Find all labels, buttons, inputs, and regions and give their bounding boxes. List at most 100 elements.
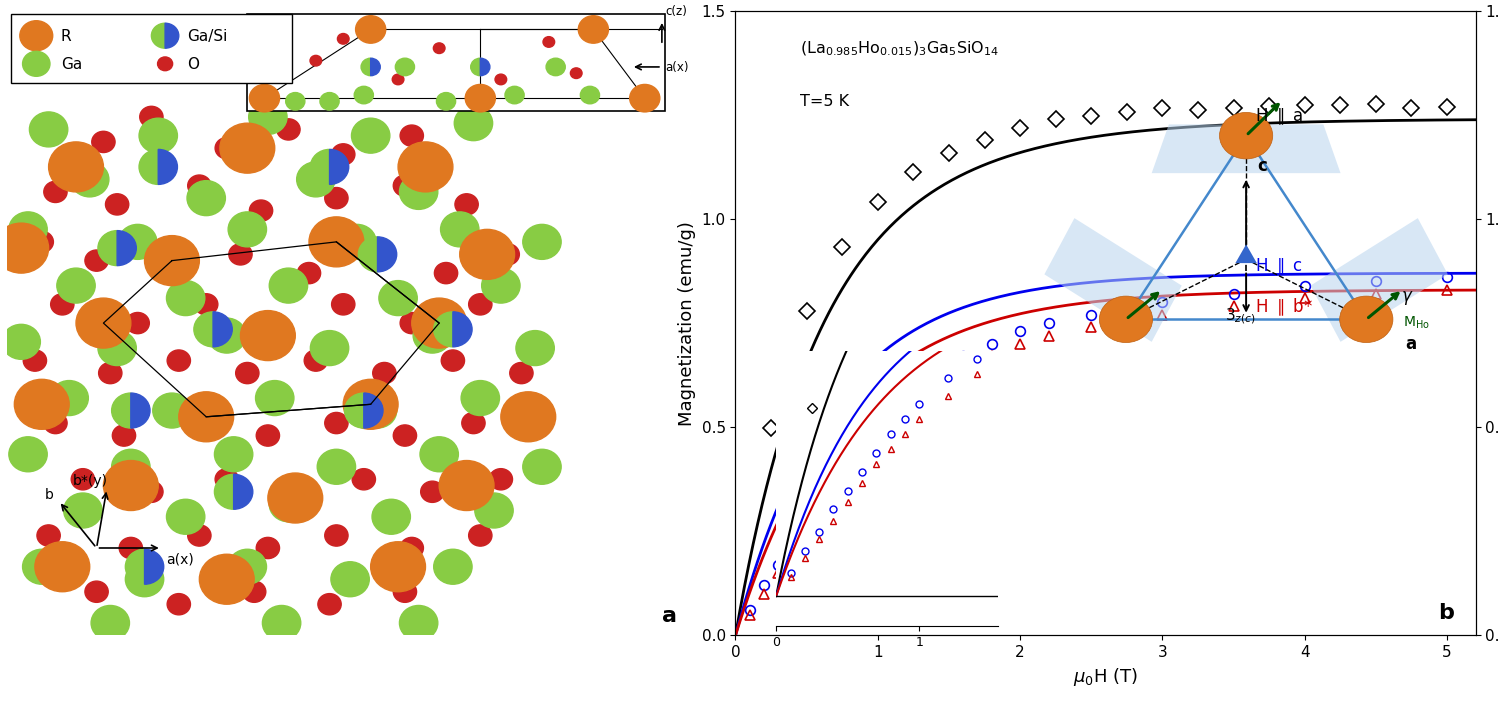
Wedge shape xyxy=(358,237,377,272)
Circle shape xyxy=(421,481,443,503)
Circle shape xyxy=(439,461,494,511)
Wedge shape xyxy=(370,59,380,76)
Circle shape xyxy=(168,263,190,283)
Circle shape xyxy=(1,324,40,359)
Circle shape xyxy=(286,93,306,110)
Circle shape xyxy=(30,231,54,253)
Circle shape xyxy=(355,16,386,44)
Circle shape xyxy=(64,493,102,528)
Circle shape xyxy=(195,293,217,315)
Circle shape xyxy=(325,413,348,433)
Wedge shape xyxy=(213,312,232,347)
Circle shape xyxy=(442,350,464,371)
Circle shape xyxy=(220,123,274,173)
Circle shape xyxy=(229,243,252,265)
Circle shape xyxy=(500,392,556,442)
Circle shape xyxy=(15,379,69,429)
Circle shape xyxy=(118,224,157,259)
Circle shape xyxy=(37,525,60,546)
Circle shape xyxy=(434,549,472,584)
Wedge shape xyxy=(139,149,159,184)
Circle shape xyxy=(187,181,225,216)
Circle shape xyxy=(337,224,376,259)
Circle shape xyxy=(256,425,280,446)
Circle shape xyxy=(470,93,490,110)
Circle shape xyxy=(440,212,479,247)
Circle shape xyxy=(436,93,455,110)
Circle shape xyxy=(208,318,246,353)
Circle shape xyxy=(249,99,288,134)
Circle shape xyxy=(629,84,659,112)
Circle shape xyxy=(85,250,108,271)
Circle shape xyxy=(580,86,599,104)
Circle shape xyxy=(262,605,301,640)
Circle shape xyxy=(153,393,192,428)
Circle shape xyxy=(318,449,355,484)
Circle shape xyxy=(105,193,129,215)
Circle shape xyxy=(139,118,177,154)
Circle shape xyxy=(187,525,211,546)
Circle shape xyxy=(547,59,565,76)
Circle shape xyxy=(70,162,109,197)
Circle shape xyxy=(268,473,322,523)
Text: Ga/Si: Ga/Si xyxy=(187,29,228,44)
Wedge shape xyxy=(144,549,163,584)
Circle shape xyxy=(466,84,496,112)
Text: O: O xyxy=(187,57,199,72)
Wedge shape xyxy=(452,312,472,347)
Wedge shape xyxy=(193,312,213,347)
Circle shape xyxy=(277,119,300,140)
Circle shape xyxy=(358,393,397,428)
Text: a(x): a(x) xyxy=(166,553,195,567)
Circle shape xyxy=(112,449,150,484)
Circle shape xyxy=(120,538,142,558)
Circle shape xyxy=(469,293,491,315)
Wedge shape xyxy=(159,149,177,184)
Circle shape xyxy=(126,562,163,597)
Circle shape xyxy=(395,59,415,76)
Circle shape xyxy=(372,499,410,534)
Circle shape xyxy=(571,68,583,79)
Circle shape xyxy=(166,499,205,534)
Circle shape xyxy=(309,217,364,267)
Circle shape xyxy=(283,481,307,503)
Circle shape xyxy=(325,525,348,546)
Circle shape xyxy=(76,298,130,348)
Circle shape xyxy=(394,581,416,603)
Wedge shape xyxy=(361,59,370,76)
Circle shape xyxy=(270,268,307,303)
Circle shape xyxy=(112,425,136,446)
Circle shape xyxy=(523,224,562,259)
Circle shape xyxy=(57,268,96,303)
Y-axis label: Magnetization (emu/g): Magnetization (emu/g) xyxy=(679,221,697,426)
Circle shape xyxy=(400,538,424,558)
Circle shape xyxy=(354,86,373,104)
Circle shape xyxy=(352,118,389,154)
Wedge shape xyxy=(330,149,349,184)
Circle shape xyxy=(400,313,424,333)
Circle shape xyxy=(490,468,512,490)
Circle shape xyxy=(310,56,322,66)
Circle shape xyxy=(515,331,554,366)
Circle shape xyxy=(321,93,339,110)
Circle shape xyxy=(318,593,342,615)
Text: c(z): c(z) xyxy=(665,5,688,18)
Text: b: b xyxy=(45,488,54,502)
Circle shape xyxy=(310,331,349,366)
Circle shape xyxy=(264,313,286,333)
Wedge shape xyxy=(214,474,234,509)
Circle shape xyxy=(139,481,163,503)
Circle shape xyxy=(400,605,437,640)
Circle shape xyxy=(51,293,73,315)
Circle shape xyxy=(325,188,348,208)
Circle shape xyxy=(469,525,491,546)
Circle shape xyxy=(373,363,395,383)
Circle shape xyxy=(413,318,451,353)
Circle shape xyxy=(433,43,445,54)
Circle shape xyxy=(331,293,355,315)
Circle shape xyxy=(91,131,115,153)
Text: R: R xyxy=(61,29,72,44)
Circle shape xyxy=(85,581,108,603)
Circle shape xyxy=(99,363,121,383)
Circle shape xyxy=(482,268,520,303)
